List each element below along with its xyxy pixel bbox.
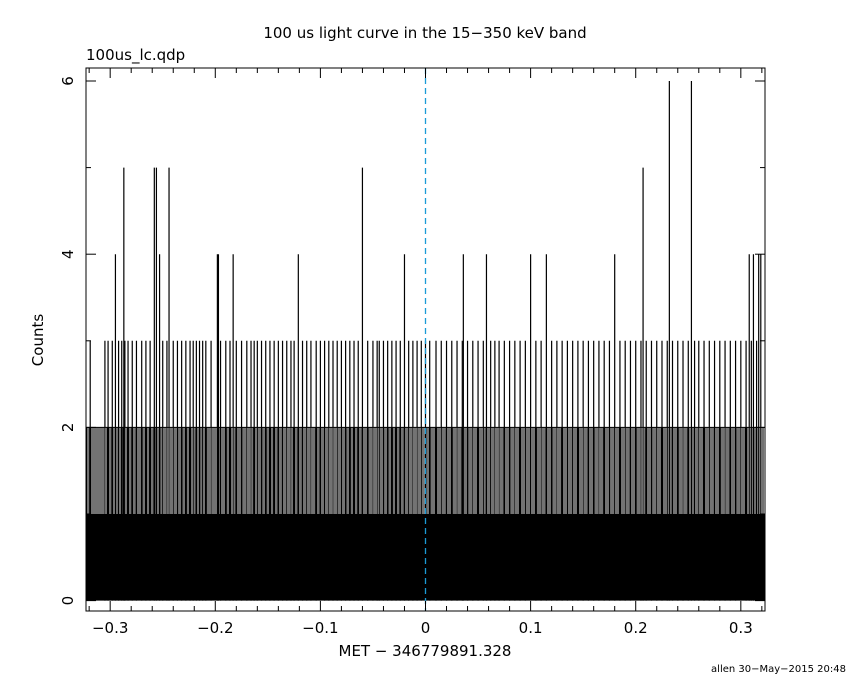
x-tick-labels: −0.3 −0.2 −0.1 0 0.1 0.2 0.3 — [92, 619, 753, 637]
x-tick-label: −0.1 — [302, 619, 338, 637]
x-tick-label: −0.2 — [197, 619, 233, 637]
x-tick-label: 0.2 — [624, 619, 648, 637]
bars-layer — [86, 80, 765, 601]
chart-title: 100 us light curve in the 15−350 keV ban… — [263, 24, 586, 42]
x-tick-label: 0.3 — [729, 619, 753, 637]
footer-stamp: allen 30−May−2015 20:48 — [711, 664, 846, 675]
y-tick-label: 6 — [59, 76, 77, 86]
chart-subtitle: 100us_lc.qdp — [86, 46, 185, 65]
y-tick-labels: 0 2 4 6 — [59, 76, 77, 605]
axis-ticks — [86, 68, 765, 611]
y-axis-label: Counts — [29, 314, 47, 367]
y-tick-label: 2 — [59, 423, 77, 433]
y-tick-label: 4 — [59, 249, 77, 259]
x-tick-label: −0.3 — [92, 619, 128, 637]
y-tick-label: 0 — [59, 596, 77, 606]
x-tick-label: 0.1 — [519, 619, 543, 637]
x-axis-label: MET − 346779891.328 — [339, 642, 512, 660]
x-tick-label: 0 — [421, 619, 431, 637]
